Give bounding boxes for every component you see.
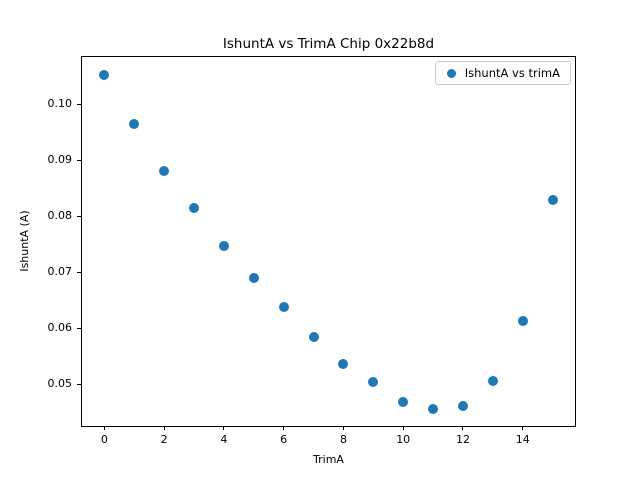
y-tick-label: 0.10 xyxy=(47,97,73,111)
data-point xyxy=(517,315,528,326)
y-tick-label: 0.07 xyxy=(47,265,73,279)
y-tick-label: 0.06 xyxy=(47,321,73,334)
y-tick-mark xyxy=(77,327,81,329)
y-tick-mark xyxy=(77,103,81,105)
chart-title: IshuntA vs TrimA Chip 0x22b8d xyxy=(222,36,435,52)
legend-marker-icon xyxy=(446,68,456,78)
data-point xyxy=(398,397,409,408)
y-tick-label: 0.08 xyxy=(47,209,73,223)
data-point xyxy=(338,358,349,369)
legend: IshuntA vs trimA xyxy=(434,61,571,85)
y-axis-label: IshuntA (A) xyxy=(18,210,31,272)
x-axis-label: TrimA xyxy=(313,453,344,466)
data-point xyxy=(218,240,229,251)
data-point xyxy=(428,403,439,414)
data-point xyxy=(278,302,289,313)
x-tick-mark xyxy=(522,426,524,430)
y-tick-label: 0.09 xyxy=(47,153,73,167)
x-tick-label: 6 xyxy=(280,433,288,446)
data-point xyxy=(99,70,110,81)
legend-label: IshuntA vs trimA xyxy=(464,66,560,80)
x-tick-mark xyxy=(402,426,404,430)
y-tick-mark xyxy=(77,271,81,273)
x-tick-label: 10 xyxy=(396,433,411,446)
y-tick-mark xyxy=(77,383,81,385)
x-tick-mark xyxy=(103,426,105,430)
data-point xyxy=(308,331,319,342)
x-tick-mark xyxy=(163,426,165,430)
x-tick-label: 0 xyxy=(100,433,108,446)
data-point xyxy=(159,165,170,176)
x-tick-label: 8 xyxy=(339,433,347,446)
data-point xyxy=(487,375,498,386)
y-tick-mark xyxy=(77,159,81,161)
data-point xyxy=(189,203,200,214)
x-tick-label: 14 xyxy=(515,433,530,446)
y-tick-mark xyxy=(77,215,81,217)
x-tick-label: 12 xyxy=(455,433,470,446)
data-point xyxy=(368,377,379,388)
x-tick-label: 2 xyxy=(160,433,168,446)
plot-area: IshuntA vs trimA 0 2 4 6 8 10 12 14 0.05 0.06 0.07… xyxy=(48,56,576,446)
data-point xyxy=(129,119,140,130)
x-tick-label: 4 xyxy=(220,433,228,446)
x-tick-mark xyxy=(342,426,344,430)
data-point xyxy=(547,194,558,205)
x-tick-mark xyxy=(283,426,285,430)
x-tick-mark xyxy=(462,426,464,430)
x-tick-mark xyxy=(223,426,225,430)
data-point xyxy=(248,272,259,283)
data-point xyxy=(457,400,468,411)
y-tick-label: 0.05 xyxy=(47,377,73,390)
